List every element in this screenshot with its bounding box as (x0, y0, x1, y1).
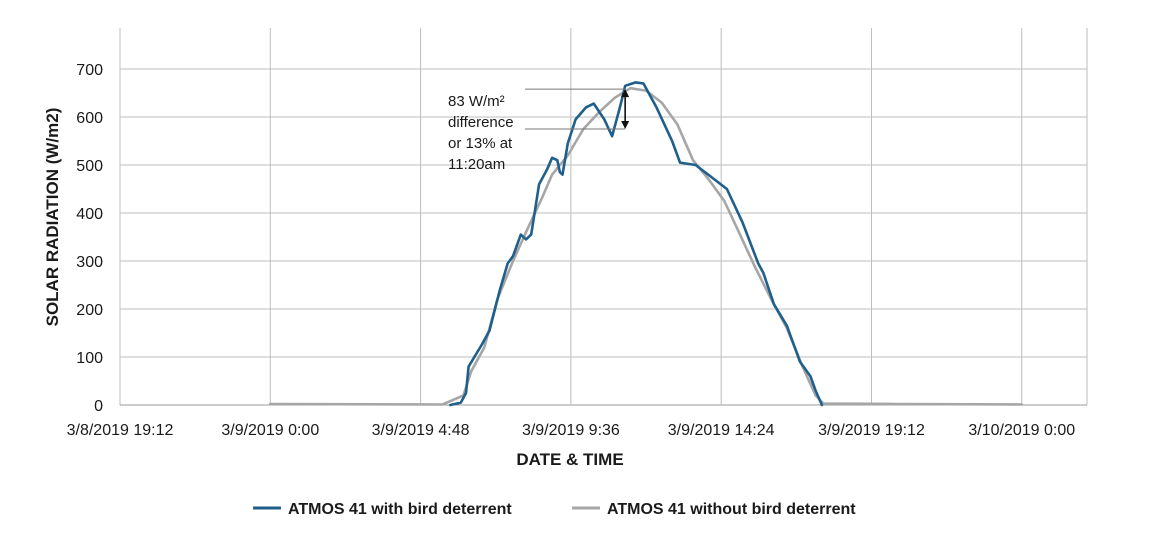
x-axis-title: DATE & TIME (516, 450, 623, 469)
x-tick-label: 3/9/2019 19:12 (818, 422, 925, 439)
annotation-text-line: or 13% at (448, 135, 513, 152)
series-line-with-deterrent (449, 81, 824, 407)
annotation-text-line: 83 W/m² (448, 93, 505, 110)
annotation-text-line: 11:20am (448, 156, 505, 173)
y-tick-label: 300 (76, 254, 103, 271)
x-tick-label: 3/9/2019 14:24 (668, 422, 775, 439)
y-tick-label: 700 (76, 62, 103, 79)
annotation-arrow-head-up (621, 89, 630, 98)
y-tick-label: 200 (76, 302, 103, 319)
legend-label: ATMOS 41 with bird deterrent (288, 501, 512, 518)
y-axis-title: SOLAR RADIATION (W/m2) (43, 108, 62, 327)
x-tick-label: 3/8/2019 19:12 (67, 422, 174, 439)
y-tick-label: 0 (94, 398, 103, 415)
y-tick-label: 100 (76, 350, 103, 367)
y-tick-label: 500 (76, 158, 103, 175)
legend-label: ATMOS 41 without bird deterrent (607, 501, 856, 518)
y-tick-label: 600 (76, 110, 103, 127)
x-tick-label: 3/9/2019 0:00 (221, 422, 319, 439)
x-tick-label: 3/9/2019 9:36 (522, 422, 620, 439)
annotation-text-line: difference (448, 114, 514, 131)
annotation-arrow-head-down (621, 121, 630, 129)
x-tick-label: 3/9/2019 4:48 (372, 422, 470, 439)
y-tick-label: 400 (76, 206, 103, 223)
x-tick-label: 3/10/2019 0:00 (968, 422, 1075, 439)
